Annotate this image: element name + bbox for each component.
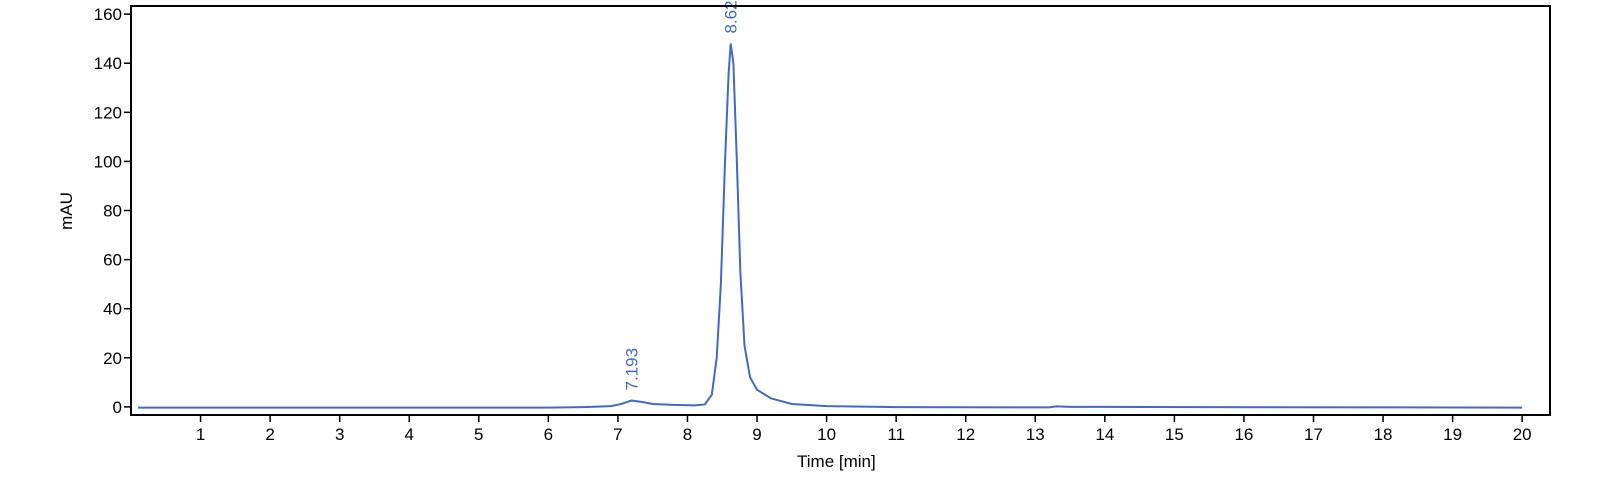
y-tick-label: 140 — [94, 54, 122, 73]
x-tick-label: 14 — [1095, 425, 1114, 444]
x-tick-label: 17 — [1304, 425, 1323, 444]
x-tick-label: 16 — [1234, 425, 1253, 444]
chart-background — [52, 0, 1555, 472]
y-axis-label: mAU — [57, 192, 76, 230]
x-tick-label: 5 — [474, 425, 483, 444]
chromatogram-line — [137, 43, 1523, 409]
x-tick-label: 18 — [1374, 425, 1393, 444]
y-tick-label: 20 — [103, 349, 122, 368]
x-tick-label: 2 — [265, 425, 274, 444]
x-tick-label: 1 — [196, 425, 205, 444]
x-tick-label: 3 — [335, 425, 344, 444]
x-tick-label: 9 — [752, 425, 761, 444]
y-tick-label: 160 — [94, 5, 122, 24]
y-tick-label: 0 — [113, 398, 122, 417]
x-axis-label: Time [min] — [797, 452, 876, 471]
x-tick-label: 13 — [1026, 425, 1045, 444]
y-tick-label: 60 — [103, 251, 122, 270]
plot-frame — [130, 5, 1551, 416]
x-tick-label: 19 — [1443, 425, 1462, 444]
x-tick-label: 8 — [683, 425, 692, 444]
y-tick-label: 120 — [94, 103, 122, 122]
x-tick-label: 12 — [956, 425, 975, 444]
x-tick-label: 20 — [1513, 425, 1532, 444]
x-tick-label: 7 — [613, 425, 622, 444]
x-tick-label: 4 — [405, 425, 414, 444]
y-tick-label: 80 — [103, 202, 122, 221]
x-tick-label: 15 — [1165, 425, 1184, 444]
x-tick-label: 6 — [544, 425, 553, 444]
y-tick-label: 100 — [94, 152, 122, 171]
peak-label: 8.621 — [722, 0, 741, 34]
y-tick-label: 40 — [103, 300, 122, 319]
x-tick-label: 11 — [887, 425, 905, 444]
peak-label: 7.193 — [622, 348, 641, 391]
x-tick-label: 10 — [817, 425, 836, 444]
